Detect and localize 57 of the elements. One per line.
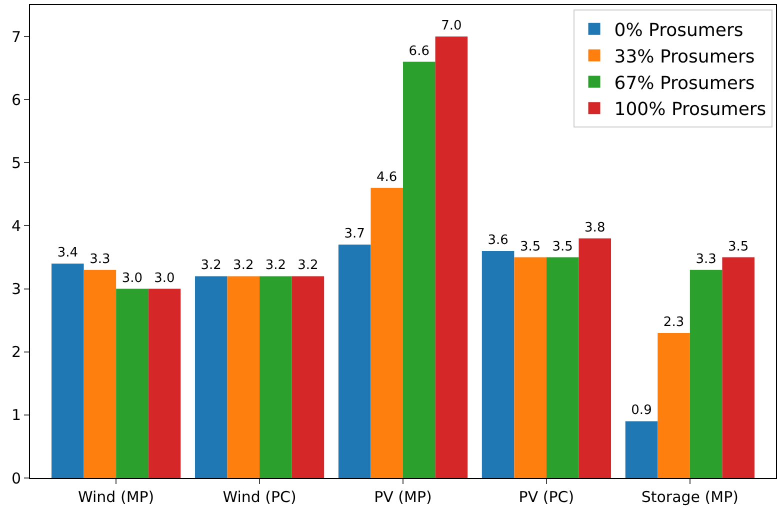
y-tick-label: 5 bbox=[11, 154, 21, 172]
data-label: 3.7 bbox=[344, 226, 365, 242]
data-label: 0.9 bbox=[631, 403, 652, 418]
bar bbox=[84, 270, 116, 478]
bar bbox=[52, 264, 84, 478]
y-tick-label: 0 bbox=[11, 469, 21, 488]
x-tick-label: Wind (MP) bbox=[78, 488, 154, 506]
x-tick-label: Storage (MP) bbox=[641, 488, 738, 506]
y-tick-label: 7 bbox=[11, 28, 21, 46]
y-tick-label: 2 bbox=[11, 343, 21, 362]
data-label: 3.2 bbox=[265, 258, 286, 274]
bar bbox=[370, 188, 403, 478]
bar bbox=[625, 421, 658, 478]
data-label: 3.5 bbox=[728, 239, 749, 254]
data-label: 3.0 bbox=[122, 270, 143, 286]
data-label: 3.2 bbox=[200, 258, 222, 274]
bar bbox=[578, 238, 612, 478]
data-label: 3.8 bbox=[584, 220, 606, 236]
y-tick-label: 3 bbox=[11, 280, 21, 298]
legend-label: 0% Prosumers bbox=[614, 20, 744, 41]
data-label: 2.3 bbox=[663, 314, 684, 330]
data-label: 4.6 bbox=[376, 170, 398, 185]
y-tick-label: 6 bbox=[11, 90, 21, 109]
bar bbox=[403, 62, 436, 478]
data-label: 3.2 bbox=[233, 258, 254, 274]
bar bbox=[435, 36, 468, 478]
bar bbox=[227, 276, 260, 478]
bar bbox=[690, 270, 722, 478]
bar bbox=[116, 288, 148, 478]
bar bbox=[658, 332, 690, 478]
x-tick-label: Wind (PC) bbox=[222, 488, 296, 506]
data-label: 6.6 bbox=[408, 44, 430, 59]
data-label: 3.6 bbox=[488, 232, 508, 248]
bar bbox=[260, 276, 292, 478]
data-label: 3.5 bbox=[520, 239, 541, 254]
bar bbox=[148, 288, 181, 478]
x-tick-label: PV (MP) bbox=[374, 488, 432, 506]
bar bbox=[514, 257, 546, 478]
legend-label: 100% Prosumers bbox=[614, 99, 766, 120]
bar bbox=[546, 257, 579, 478]
bar bbox=[338, 244, 371, 478]
bar bbox=[722, 257, 754, 478]
data-label: 3.4 bbox=[57, 246, 78, 261]
bar bbox=[194, 276, 228, 478]
legend-label: 33% Prosumers bbox=[614, 46, 755, 68]
data-label: 3.0 bbox=[154, 270, 175, 286]
y-tick-label: 1 bbox=[11, 406, 21, 424]
data-label: 3.3 bbox=[90, 252, 110, 267]
data-label: 3.5 bbox=[552, 239, 573, 254]
y-tick-label: 4 bbox=[11, 216, 21, 235]
bar bbox=[292, 276, 324, 478]
bar bbox=[482, 250, 514, 478]
x-tick-label: PV (PC) bbox=[518, 488, 574, 506]
data-label: 3.2 bbox=[298, 258, 318, 274]
data-label: 7.0 bbox=[441, 18, 462, 34]
legend-label: 67% Prosumers bbox=[614, 72, 755, 94]
data-label: 3.3 bbox=[696, 252, 716, 267]
